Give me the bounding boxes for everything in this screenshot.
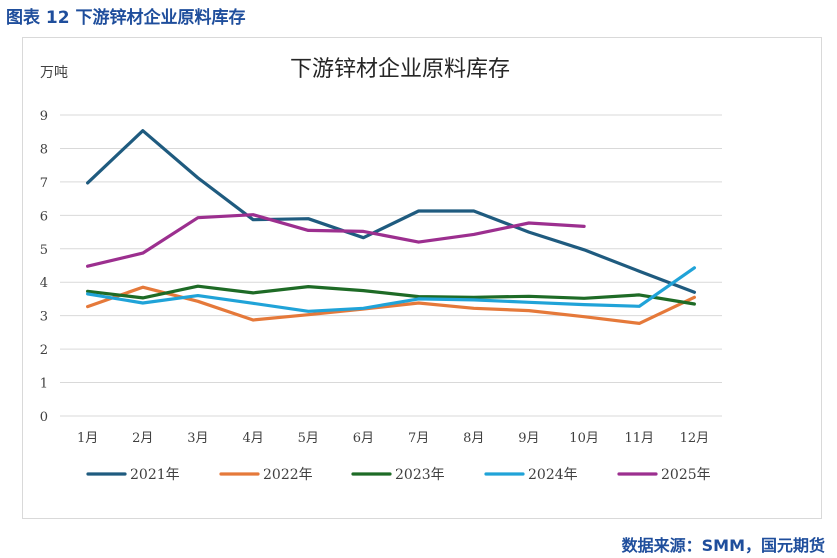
y-tick-label: 1 (40, 377, 48, 392)
x-tick-label: 5月 (298, 431, 319, 446)
x-axis-ticks: 1月 2月 3月 4月 5月 6月 7月 8月 9月 10月 11月 12月 (77, 431, 709, 446)
y-axis-unit: 万吨 (40, 65, 68, 81)
x-tick-label: 10月 (569, 431, 599, 446)
y-tick-label: 7 (40, 176, 48, 191)
chart-frame (22, 37, 822, 519)
y-axis-ticks: 0 1 2 3 4 5 6 7 8 9 (40, 109, 48, 425)
legend-label: 2022年 (263, 467, 313, 483)
y-tick-label: 0 (40, 410, 48, 425)
x-tick-label: 1月 (77, 431, 98, 446)
y-tick-label: 9 (40, 109, 48, 124)
y-tick-label: 4 (40, 276, 48, 291)
y-tick-label: 2 (40, 343, 48, 358)
legend-label: 2025年 (661, 467, 711, 483)
series-line-2024年 (85, 266, 697, 313)
legend-label: 2021年 (130, 467, 180, 483)
y-tick-label: 6 (40, 209, 48, 224)
series-line-2023年 (85, 284, 697, 306)
x-tick-label: 2月 (132, 431, 153, 446)
x-tick-label: 6月 (353, 431, 374, 446)
figure-caption: 图表 12 下游锌材企业原料库存 (6, 8, 246, 28)
x-tick-label: 3月 (187, 431, 208, 446)
series-lines (85, 129, 697, 325)
data-source: 数据来源：SMM，国元期货 (621, 536, 825, 555)
x-tick-label: 12月 (680, 431, 710, 446)
x-tick-label: 8月 (463, 431, 484, 446)
x-tick-label: 4月 (242, 431, 263, 446)
legend: 2021年 2022年 2023年 2024年 2025年 (86, 467, 711, 483)
y-tick-label: 8 (40, 142, 48, 157)
series-line-2022年 (85, 285, 697, 325)
series-line-2025年 (85, 213, 586, 268)
gridlines (60, 114, 722, 417)
x-tick-label: 9月 (518, 431, 539, 446)
y-tick-label: 5 (40, 243, 48, 258)
series-line-2021年 (85, 129, 697, 294)
x-tick-label: 7月 (408, 431, 429, 446)
y-tick-label: 3 (40, 310, 48, 325)
chart-title: 下游锌材企业原料库存 (290, 57, 510, 82)
x-tick-label: 11月 (624, 431, 654, 446)
legend-label: 2024年 (528, 467, 578, 483)
legend-label: 2023年 (395, 467, 445, 483)
